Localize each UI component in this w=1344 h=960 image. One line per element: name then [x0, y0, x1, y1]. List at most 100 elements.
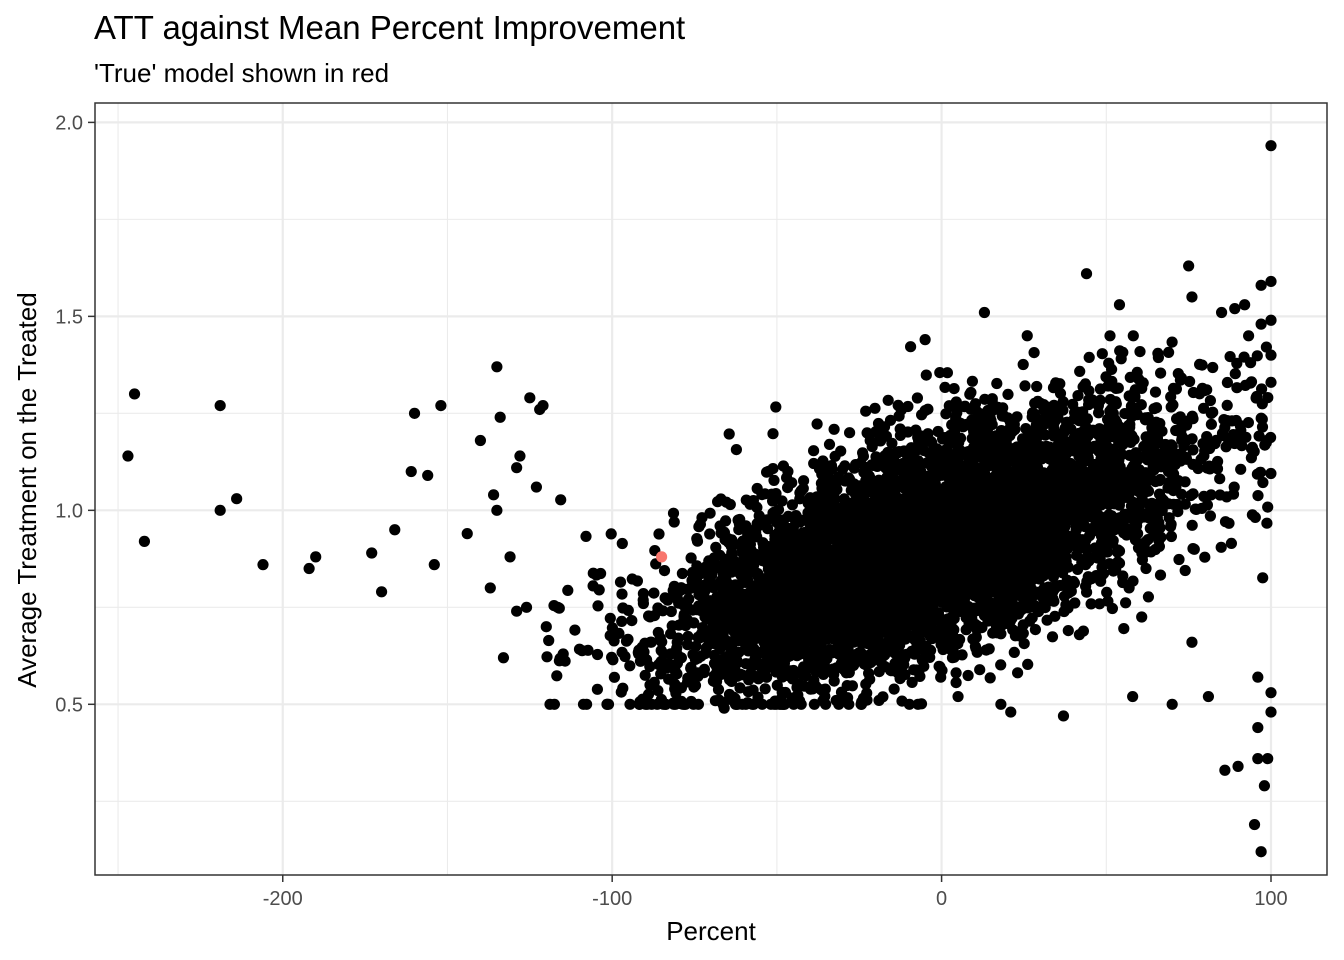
data-point: [1083, 351, 1095, 363]
data-point: [1019, 380, 1031, 392]
data-point: [963, 419, 975, 431]
data-point: [1017, 358, 1029, 371]
data-point: [616, 537, 628, 550]
data-point: [950, 677, 962, 689]
data-point: [893, 446, 905, 458]
data-point: [1091, 548, 1103, 560]
data-point: [1212, 455, 1224, 468]
data-point: [638, 646, 650, 658]
data-point: [1235, 463, 1247, 475]
data-point: [1048, 429, 1060, 441]
data-point: [1115, 353, 1127, 365]
data-point: [723, 650, 735, 662]
data-point: [654, 632, 666, 644]
data-point: [971, 646, 983, 658]
data-point: [1049, 610, 1061, 622]
data-point: [1074, 365, 1086, 377]
data-point: [808, 698, 821, 710]
data-point: [1227, 488, 1240, 500]
data-point: [1207, 406, 1219, 418]
data-point: [1068, 577, 1080, 589]
data-point: [817, 695, 829, 707]
data-point: [786, 499, 799, 511]
data-point: [1187, 543, 1199, 555]
data-point: [911, 392, 924, 404]
data-point: [819, 645, 831, 657]
data-point: [835, 686, 848, 698]
data-point: [663, 673, 675, 685]
data-point: [776, 495, 788, 507]
data-point: [1149, 386, 1162, 398]
data-point: [1002, 388, 1014, 400]
data-point: [974, 664, 986, 676]
data-point: [691, 571, 703, 583]
data-point: [569, 624, 581, 636]
data-point: [591, 648, 604, 661]
data-point: [906, 676, 918, 689]
data-point: [1123, 582, 1135, 594]
data-point: [771, 679, 783, 691]
data-point: [1119, 508, 1131, 520]
data-point: [1179, 564, 1191, 577]
data-point: [935, 671, 947, 683]
data-point: [580, 530, 592, 543]
data-point: [822, 506, 835, 518]
data-point: [653, 528, 665, 540]
data-point: [581, 698, 593, 710]
data-point: [767, 428, 779, 440]
data-point: [1198, 402, 1210, 414]
data-point: [1094, 598, 1106, 610]
data-point: [808, 445, 820, 457]
data-point: [1022, 658, 1034, 671]
data-point: [1251, 468, 1263, 480]
data-point: [696, 580, 709, 592]
data-point: [1187, 444, 1199, 456]
data-point: [718, 597, 730, 610]
data-point: [1105, 403, 1118, 415]
data-point: [682, 639, 694, 651]
data-point: [807, 645, 820, 657]
data-point: [1046, 631, 1059, 643]
data-point: [995, 659, 1007, 671]
data-point: [894, 423, 906, 435]
data-point: [1057, 404, 1069, 416]
data-point: [1093, 407, 1105, 419]
data-point: [1245, 357, 1257, 369]
data-point: [659, 592, 671, 604]
data-points: [122, 140, 1277, 858]
data-point: [1119, 408, 1131, 420]
data-point: [1029, 624, 1041, 636]
data-point: [593, 584, 605, 596]
data-point: [1176, 434, 1188, 446]
data-point: [700, 561, 712, 573]
data-point: [1174, 374, 1186, 386]
data-point: [1132, 514, 1144, 526]
data-point: [943, 400, 955, 412]
data-point: [926, 633, 938, 645]
data-point: [1004, 615, 1017, 627]
data-point: [846, 680, 859, 692]
data-point: [749, 621, 761, 633]
data-point: [606, 651, 618, 663]
data-point: [815, 684, 827, 696]
data-point: [861, 427, 873, 439]
data-point: [880, 462, 892, 474]
data-point: [860, 405, 872, 417]
data-point: [962, 669, 974, 682]
data-point: [1110, 382, 1122, 394]
data-point: [682, 630, 694, 643]
data-point: [1163, 346, 1175, 358]
data-point: [770, 401, 782, 413]
data-point: [980, 644, 992, 656]
data-point: [619, 650, 631, 663]
data-point: [666, 620, 678, 632]
data-point: [1009, 468, 1021, 480]
data-point: [996, 620, 1008, 632]
data-point: [857, 447, 869, 459]
data-point: [991, 377, 1003, 390]
data-point: [1251, 350, 1263, 362]
data-point: [1252, 490, 1264, 502]
data-point: [695, 628, 708, 640]
data-point: [948, 383, 960, 395]
data-point: [622, 633, 634, 645]
